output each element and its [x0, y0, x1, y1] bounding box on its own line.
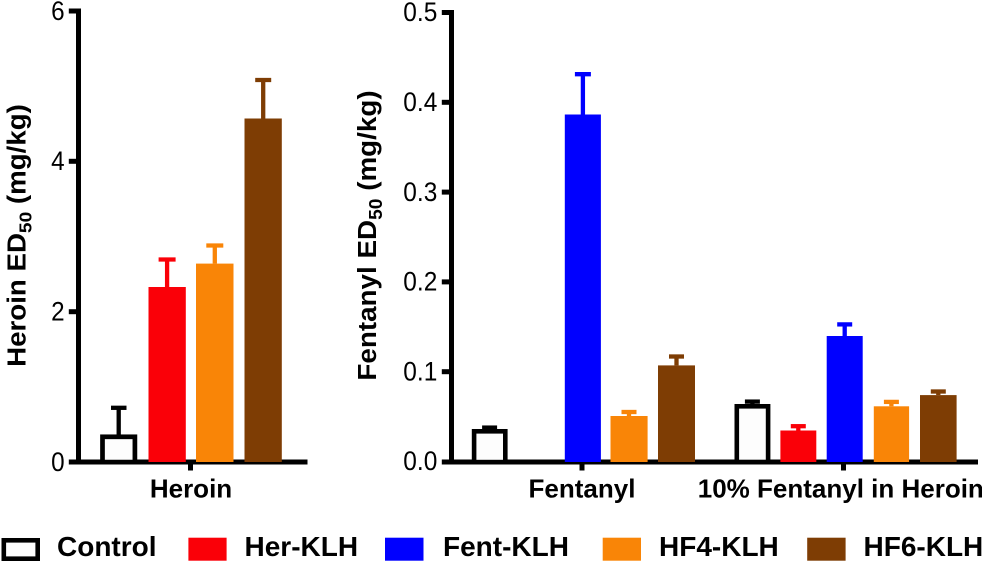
svg-text:10% Fentanyl in Heroin: 10% Fentanyl in Heroin	[698, 474, 982, 504]
svg-text:0.1: 0.1	[403, 356, 437, 386]
svg-text:HF4-KLH: HF4-KLH	[659, 531, 779, 562]
svg-text:Fentanyl: Fentanyl	[529, 474, 636, 504]
svg-text:HF6-KLH: HF6-KLH	[864, 531, 982, 562]
svg-text:2: 2	[51, 297, 65, 327]
svg-text:0.2: 0.2	[403, 267, 437, 297]
svg-text:Control: Control	[57, 531, 157, 562]
svg-text:0.4: 0.4	[403, 87, 437, 117]
svg-text:0.0: 0.0	[403, 446, 437, 476]
svg-text:Her-KLH: Her-KLH	[245, 531, 359, 562]
svg-text:Fent-KLH: Fent-KLH	[443, 531, 569, 562]
svg-text:6: 6	[51, 0, 65, 26]
svg-text:Heroin ED50 (mg/kg): Heroin ED50 (mg/kg)	[2, 104, 35, 367]
svg-text:0.3: 0.3	[403, 177, 437, 207]
svg-text:0: 0	[51, 447, 65, 477]
svg-text:Fentanyl ED50 (mg/kg): Fentanyl ED50 (mg/kg)	[353, 90, 386, 380]
svg-text:4: 4	[51, 146, 65, 176]
svg-text:Heroin: Heroin	[150, 474, 232, 504]
svg-text:0.5: 0.5	[403, 0, 437, 27]
